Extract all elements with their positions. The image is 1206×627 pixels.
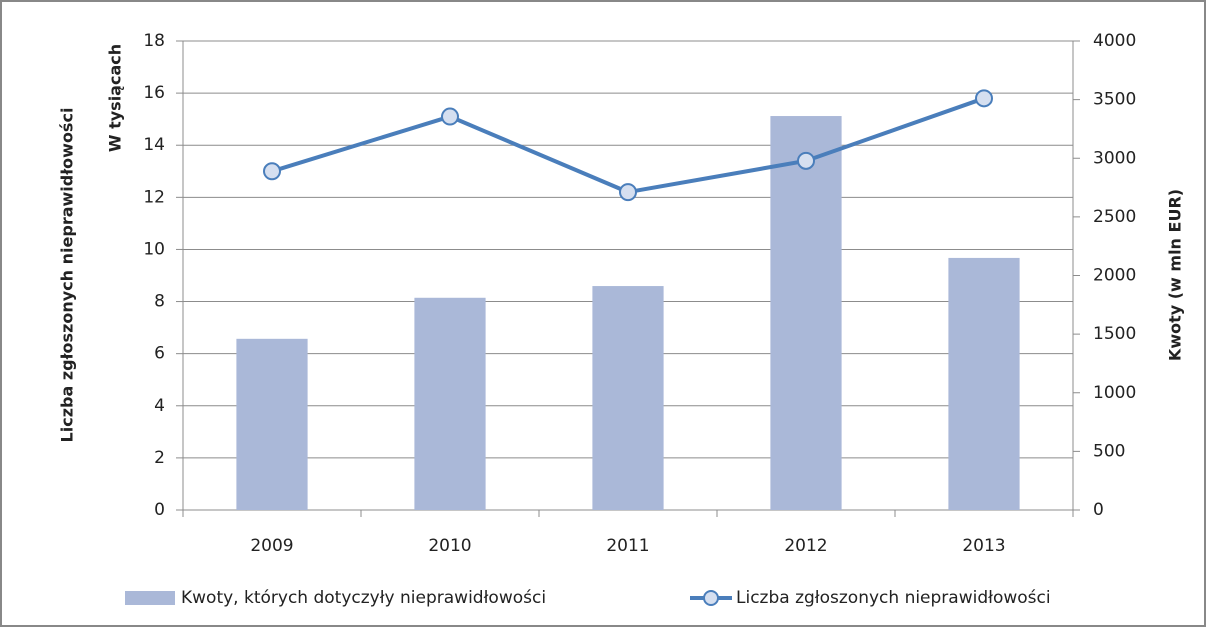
y2-axis-label: Kwoty (w mln EUR) bbox=[1166, 189, 1185, 361]
y2-tick-label: 0 bbox=[1093, 500, 1104, 520]
y-tick-label: 12 bbox=[143, 187, 165, 207]
line-marker bbox=[263, 162, 281, 181]
y2-tick-label: 1000 bbox=[1093, 383, 1136, 403]
y-tick-label: 16 bbox=[143, 83, 165, 103]
y2-tick-label: 4000 bbox=[1093, 31, 1136, 51]
legend-label: Kwoty, których dotyczyły nieprawidłowośc… bbox=[181, 588, 546, 608]
line-marker bbox=[441, 107, 459, 126]
bar bbox=[770, 116, 842, 510]
y-tick-label: 8 bbox=[154, 292, 165, 312]
y2-tick-label: 1500 bbox=[1093, 324, 1136, 344]
line-marker bbox=[975, 89, 993, 108]
y-tick-label: 10 bbox=[143, 239, 165, 259]
legend-marker bbox=[703, 590, 719, 606]
x-tick-label: 2010 bbox=[428, 536, 471, 556]
y-tick-label: 2 bbox=[154, 448, 165, 468]
x-tick-label: 2011 bbox=[606, 536, 649, 556]
y2-tick-label: 2000 bbox=[1093, 266, 1136, 286]
line-marker bbox=[797, 151, 815, 170]
y-tick-label: 14 bbox=[143, 135, 165, 155]
y-tick-label: 6 bbox=[154, 344, 165, 364]
bar bbox=[236, 338, 308, 510]
legend-swatch bbox=[125, 591, 175, 605]
x-tick-label: 2009 bbox=[250, 536, 293, 556]
y2-tick-label: 500 bbox=[1093, 441, 1125, 461]
y-axis-label: Liczba zgłoszonych nieprawidłowości bbox=[58, 108, 77, 443]
y-tick-label: 0 bbox=[154, 500, 165, 520]
y-axis-sublabel: W tysiącach bbox=[106, 44, 125, 152]
bar bbox=[948, 257, 1020, 510]
bar bbox=[592, 286, 664, 510]
bar bbox=[414, 297, 486, 510]
x-tick-label: 2013 bbox=[962, 536, 1005, 556]
y2-tick-label: 2500 bbox=[1093, 207, 1136, 227]
y2-tick-label: 3000 bbox=[1093, 148, 1136, 168]
line-marker bbox=[619, 183, 637, 202]
y-tick-label: 4 bbox=[154, 396, 165, 416]
x-tick-label: 2012 bbox=[784, 536, 827, 556]
y2-tick-label: 3500 bbox=[1093, 90, 1136, 110]
y-tick-label: 18 bbox=[143, 31, 165, 51]
legend-label: Liczba zgłoszonych nieprawidłowości bbox=[736, 588, 1051, 608]
